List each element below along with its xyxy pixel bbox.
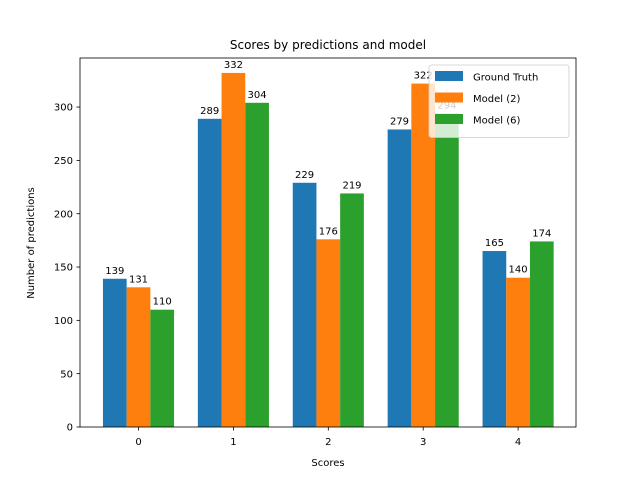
bars-layer (102, 72, 554, 428)
bar-model-6-3 (435, 113, 459, 428)
legend-label: Model (6) (473, 116, 520, 127)
y-tick-label: 50 (60, 369, 73, 380)
legend-swatch (435, 114, 463, 124)
data-label: 279 (390, 116, 409, 127)
data-label: 110 (153, 297, 172, 308)
y-tick-label: 0 (67, 423, 73, 434)
bar-model-6-2 (340, 193, 364, 427)
bar-ground-truth-0 (102, 278, 127, 427)
x-axis-title: Scores (311, 458, 344, 469)
x-tick-label: 2 (325, 437, 331, 448)
legend-box (428, 64, 570, 138)
y-tick-label: 100 (54, 316, 73, 327)
bar-model-6-0 (150, 309, 175, 427)
bar-model-2-0 (126, 287, 151, 427)
data-label: 332 (224, 60, 243, 71)
x-tick-label: 3 (420, 437, 426, 448)
y-tick-label: 200 (54, 209, 73, 220)
data-label: 131 (129, 274, 148, 285)
data-label: 322 (414, 71, 433, 82)
bar-model-2-2 (316, 239, 341, 427)
bar-model-2-3 (411, 83, 436, 427)
data-label: 304 (248, 90, 267, 101)
y-tick-label: 250 (54, 156, 73, 167)
y-axis-title: Number of predictions (26, 187, 37, 299)
data-label: 140 (509, 265, 528, 276)
data-label: 165 (485, 238, 504, 249)
legend: Ground Truth Model (2) Model (6) (428, 64, 570, 138)
x-tick-label: 0 (135, 437, 141, 448)
legend-label: Ground Truth (473, 73, 538, 84)
x-tick-label: 4 (515, 437, 521, 448)
bar-ground-truth-1 (197, 118, 222, 427)
data-label: 229 (295, 170, 314, 181)
data-label: 289 (200, 106, 219, 117)
y-tick-label: 300 (54, 103, 73, 114)
bar-model-2-4 (506, 277, 530, 427)
y-tick-label: 150 (54, 263, 73, 274)
data-label: 176 (319, 226, 338, 237)
bar-ground-truth-3 (387, 129, 412, 427)
chart-title: Scores by predictions and model (230, 38, 426, 52)
bar-ground-truth-4 (482, 251, 507, 427)
bar-model-2-1 (221, 72, 246, 428)
legend-swatch (435, 71, 463, 81)
data-label: 219 (342, 180, 361, 191)
bar-ground-truth-2 (292, 182, 317, 427)
legend-label: Model (2) (473, 94, 520, 105)
axes-layer: 0 50 100 150 200 250 300 0 1 2 3 4 (54, 57, 577, 448)
data-label: 139 (105, 266, 124, 277)
bar-model-6-1 (245, 102, 269, 427)
legend-swatch (435, 92, 463, 103)
bar-model-6-4 (529, 241, 554, 427)
x-tick-label: 1 (230, 437, 236, 448)
data-label: 174 (532, 228, 551, 239)
